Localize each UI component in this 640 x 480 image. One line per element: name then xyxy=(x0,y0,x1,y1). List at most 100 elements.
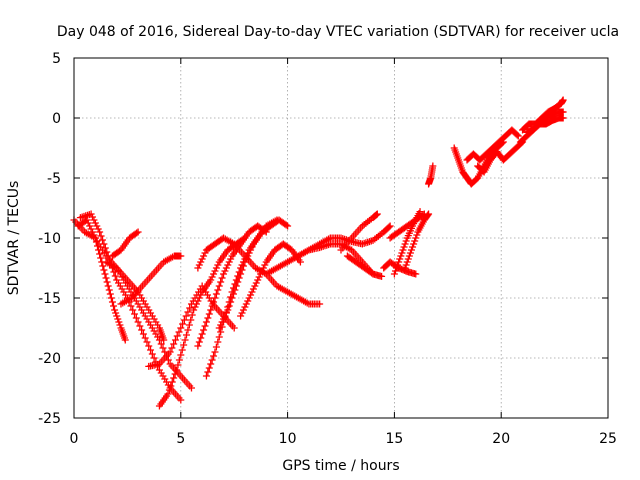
data-point-fill xyxy=(235,274,243,282)
data-point-fill xyxy=(197,291,205,299)
data-point xyxy=(559,108,567,116)
data-point-fill xyxy=(191,303,199,311)
data-point-fill xyxy=(255,273,263,281)
data-point-fill xyxy=(197,258,205,266)
data-point-fill xyxy=(198,330,206,338)
data-point-fill xyxy=(192,300,200,308)
data-point-fill xyxy=(207,306,215,314)
data-point-fill xyxy=(159,344,167,352)
data-point xyxy=(145,342,153,350)
data-point-fill xyxy=(513,131,521,139)
data-point xyxy=(220,270,228,278)
data-point-fill xyxy=(165,386,173,394)
data-point-fill xyxy=(139,330,147,338)
data-point-fill xyxy=(210,352,218,360)
data-point-fill xyxy=(214,286,222,294)
data-point xyxy=(429,162,437,170)
data-point-fill xyxy=(210,298,218,306)
data-point-fill xyxy=(393,264,401,272)
data-point-fill xyxy=(143,338,151,346)
data-point-fill xyxy=(93,222,101,230)
data-point-fill xyxy=(228,294,236,302)
data-point-fill xyxy=(180,316,188,324)
data-point-fill xyxy=(201,322,209,330)
data-point-fill xyxy=(215,282,223,290)
x-tick-label: 0 xyxy=(70,431,79,447)
data-point xyxy=(194,264,202,272)
data-point-fill xyxy=(187,316,195,324)
data-point-fill xyxy=(171,336,179,344)
data-point-fill xyxy=(168,378,176,386)
data-point xyxy=(91,234,99,242)
data-point-fill xyxy=(98,236,106,244)
data-point-fill xyxy=(84,219,92,227)
x-tick-label: 10 xyxy=(279,431,297,447)
y-tick-label: 0 xyxy=(52,111,61,127)
data-point-fill xyxy=(185,321,193,329)
data-point-fill xyxy=(217,278,225,286)
data-point-fill xyxy=(242,300,250,308)
data-point-fill xyxy=(244,297,252,305)
data-point-fill xyxy=(111,272,119,280)
data-point-fill xyxy=(188,311,196,319)
chart-marks xyxy=(70,96,567,410)
data-point-fill xyxy=(412,234,420,242)
data-point-fill xyxy=(195,294,203,302)
data-point-fill xyxy=(249,285,257,293)
data-point-fill xyxy=(212,264,220,272)
data-point-fill xyxy=(89,213,97,221)
data-point-fill xyxy=(227,298,235,306)
data-point-fill xyxy=(242,255,250,263)
data-point-fill xyxy=(424,211,432,219)
data-point-fill xyxy=(100,240,108,248)
data-point-fill xyxy=(207,360,215,368)
data-point-fill xyxy=(403,258,411,266)
data-point-fill xyxy=(238,266,246,274)
data-point-fill xyxy=(413,231,421,239)
data-point-fill xyxy=(400,243,408,251)
data-point-fill xyxy=(170,340,178,348)
data-point-fill xyxy=(86,222,94,230)
data-point-fill xyxy=(99,262,107,270)
data-point-fill xyxy=(184,308,192,316)
data-point xyxy=(194,342,202,350)
data-point xyxy=(211,348,219,356)
data-point-fill xyxy=(401,240,409,248)
data-point-fill xyxy=(385,223,393,231)
data-point-fill xyxy=(231,286,239,294)
data-point xyxy=(166,348,174,356)
data-point-fill xyxy=(399,246,407,254)
data-point-fill xyxy=(208,273,216,281)
data-point-fill xyxy=(208,356,216,364)
data-point xyxy=(254,276,262,284)
data-point-fill xyxy=(136,322,144,330)
data-point-fill xyxy=(175,356,183,364)
data-point-fill xyxy=(238,309,246,317)
data-point xyxy=(514,132,522,140)
data-point-fill xyxy=(173,332,181,340)
data-point-fill xyxy=(221,267,229,275)
data-point xyxy=(190,306,198,314)
data-point-fill xyxy=(174,361,182,369)
data-point xyxy=(104,282,112,290)
data-point-fill xyxy=(282,221,290,229)
data-point xyxy=(134,228,142,236)
data-point-fill xyxy=(148,350,156,358)
data-point-fill xyxy=(218,274,226,282)
data-point xyxy=(416,208,424,216)
data-point xyxy=(83,216,91,224)
x-tick-label: 20 xyxy=(492,431,510,447)
data-point xyxy=(559,96,567,104)
data-point-fill xyxy=(391,267,399,275)
data-point-fill xyxy=(200,252,208,260)
data-point xyxy=(134,318,142,326)
data-point-fill xyxy=(217,321,225,329)
data-point xyxy=(173,366,181,374)
data-point-fill xyxy=(113,312,121,320)
data-point-fill xyxy=(241,303,249,311)
data-point-fill xyxy=(95,246,103,254)
data-point xyxy=(224,306,232,314)
data-point-fill xyxy=(179,320,187,328)
data-point-fill xyxy=(100,266,108,274)
